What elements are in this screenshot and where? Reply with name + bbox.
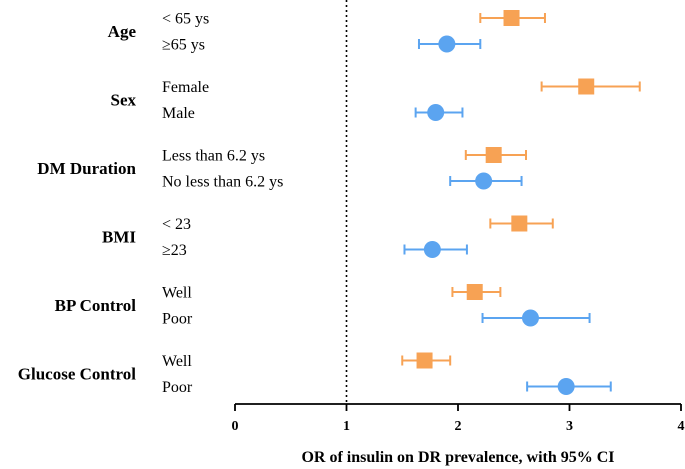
subgroup-label: < 65 ys [162, 11, 209, 28]
point-estimate-circle [423, 241, 441, 258]
point-estimate-square [416, 352, 433, 369]
point-estimate-square [503, 10, 520, 26]
point-estimate-circle [438, 35, 456, 53]
x-tick-label: 4 [678, 419, 685, 434]
subgroup-label: No less than 6.2 ys [162, 174, 283, 191]
subgroup-label: Male [162, 105, 195, 122]
point-estimate-square [511, 215, 528, 232]
point-estimate-square [578, 78, 595, 95]
point-estimate-square [485, 147, 502, 163]
group-label: DM Duration [37, 159, 136, 178]
point-estimate-square [466, 284, 483, 300]
group-label: Age [108, 22, 137, 41]
group-label: BP Control [55, 296, 137, 315]
x-tick-label: 3 [566, 419, 573, 434]
subgroup-label: Well [162, 353, 192, 370]
subgroup-label: Poor [162, 311, 193, 328]
subgroup-label: Well [162, 285, 192, 302]
subgroup-label: Less than 6.2 ys [162, 148, 265, 165]
subgroup-label: ≥23 [162, 242, 187, 259]
point-estimate-circle [427, 104, 445, 121]
group-label: Glucose Control [18, 365, 136, 384]
estimates [401, 10, 641, 395]
point-estimate-circle [521, 309, 539, 327]
row-labels: Age < 65 ys ≥65 ys Sex Female Male DM Duration… [18, 11, 284, 397]
subgroup-label: Female [162, 79, 209, 96]
point-estimate-circle [475, 172, 493, 190]
subgroup-label: ≥65 ys [162, 37, 205, 54]
x-axis-title: OR of insulin on DR prevalence, with 95%… [301, 449, 614, 466]
x-tick-label: 1 [343, 419, 350, 434]
x-axis: 0 1 2 3 4 [232, 403, 685, 434]
x-tick-label: 2 [455, 419, 462, 434]
point-estimate-circle [557, 378, 575, 395]
x-tick-label: 0 [232, 419, 239, 434]
subgroup-label: Poor [162, 379, 193, 396]
group-label: Sex [111, 91, 137, 110]
group-label: BMI [102, 228, 136, 247]
subgroup-label: < 23 [162, 216, 191, 233]
